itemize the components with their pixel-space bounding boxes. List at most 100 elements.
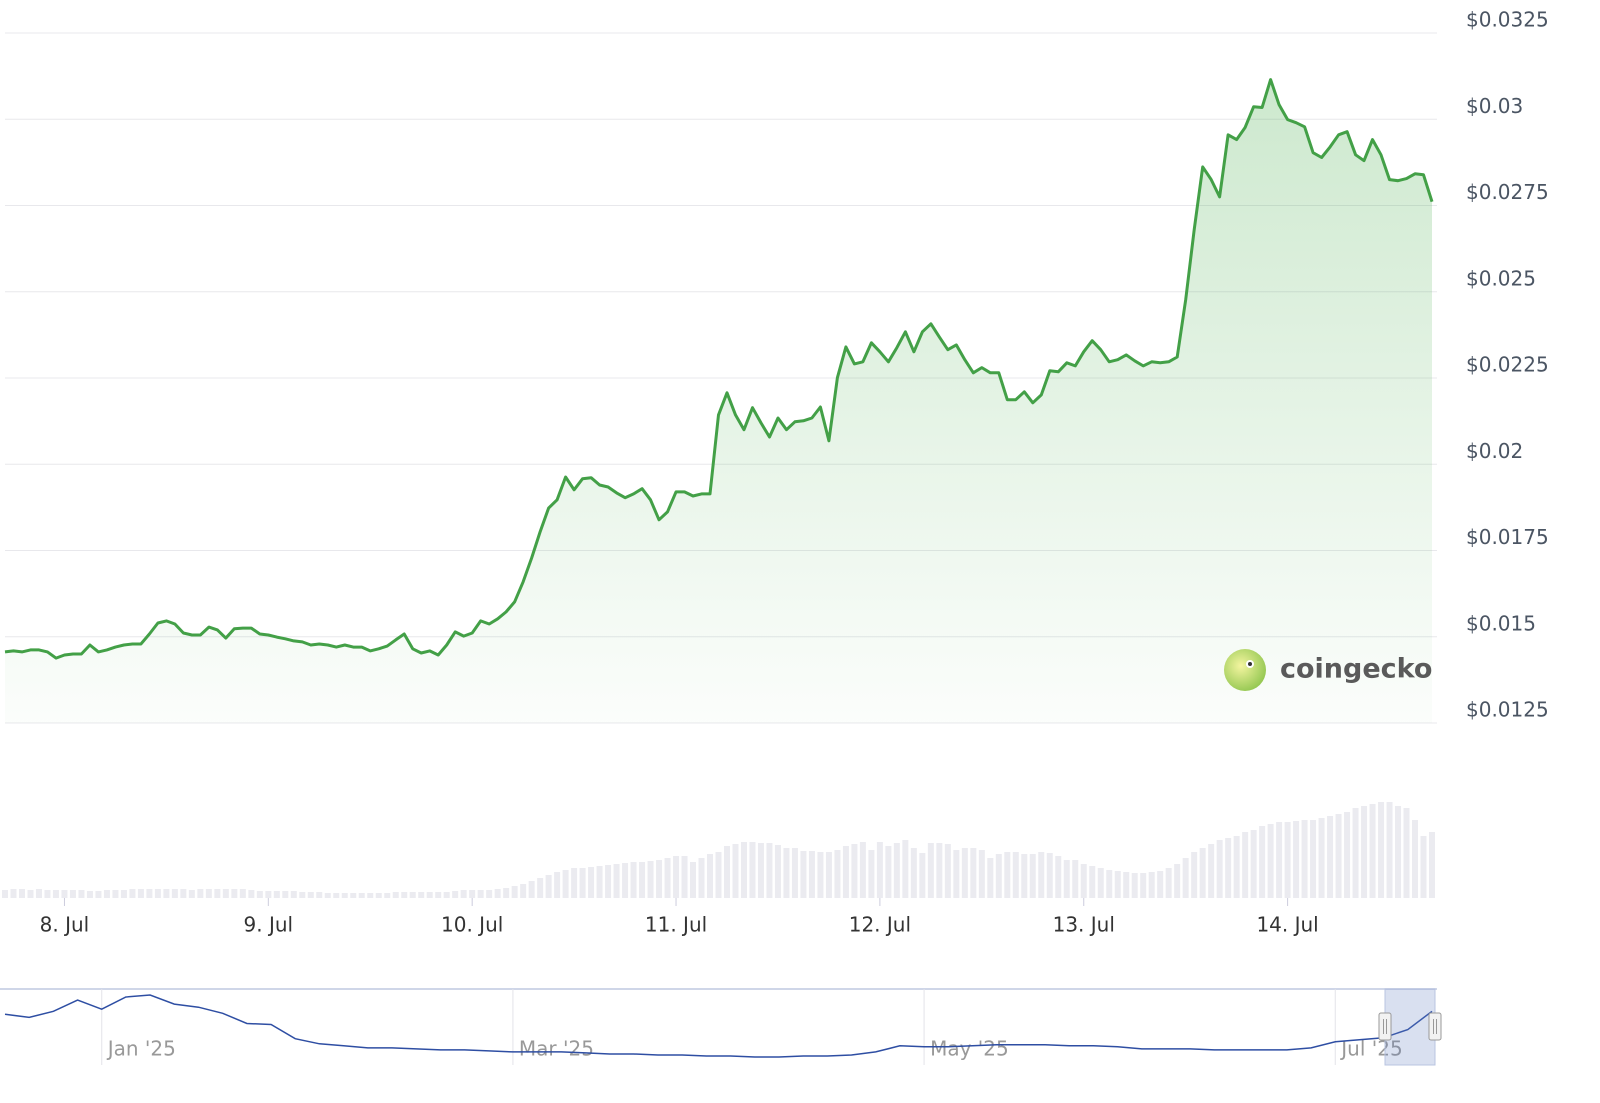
volume-bar [639, 862, 646, 898]
volume-bar [1259, 826, 1266, 898]
volume-bar [1395, 806, 1402, 898]
volume-bar [205, 889, 212, 898]
volume-bar [859, 842, 866, 898]
y-tick-label: $0.0225 [1466, 353, 1549, 377]
volume-bar [409, 892, 416, 898]
volume-bar [401, 892, 408, 898]
volume-bar [664, 858, 671, 898]
volume-bar [1080, 864, 1087, 898]
volume-bar [1378, 802, 1385, 898]
x-tick-label: 14. Jul [1256, 913, 1318, 937]
volume-bar [1046, 853, 1053, 898]
volume-bar [350, 893, 357, 898]
x-tick-label: 10. Jul [441, 913, 503, 937]
volume-bar [367, 893, 374, 898]
volume-bar [1012, 852, 1019, 898]
volume-bar [443, 892, 450, 898]
volume-bar [893, 843, 900, 898]
volume-bar [1131, 873, 1138, 898]
volume-bar [656, 860, 663, 898]
volume-bar [460, 890, 467, 898]
volume-bar [825, 852, 832, 898]
volume-bar [1361, 806, 1368, 898]
x-tick-label: 11. Jul [645, 913, 707, 937]
volume-bar [1412, 820, 1419, 898]
volume-bar [817, 852, 824, 898]
navigator-handle [1428, 1012, 1442, 1041]
volume-bar [1089, 866, 1096, 898]
volume-bar [800, 851, 807, 898]
volume-bar [120, 890, 127, 898]
volume-bar [1310, 820, 1317, 898]
volume-bar [1114, 871, 1121, 898]
volume-bar [1242, 832, 1249, 898]
volume-bar [69, 890, 76, 898]
volume-bar [1157, 871, 1164, 898]
volume-bar [749, 842, 756, 898]
logo [1224, 649, 1266, 691]
y-tick-label: $0.03 [1466, 94, 1523, 118]
volume-bar [1301, 820, 1308, 898]
volume-bar [571, 868, 578, 898]
volume-bar [936, 843, 943, 898]
volume-bar [1335, 814, 1342, 898]
volume-bar [1038, 852, 1045, 898]
volume-bar [723, 846, 730, 898]
volume-bar [1250, 830, 1257, 898]
volume-bar [885, 846, 892, 898]
volume-bar [27, 890, 34, 898]
volume-bar [698, 858, 705, 898]
volume-bar [944, 844, 951, 898]
x-tick-label: 8. Jul [40, 913, 90, 937]
volume-bar [290, 891, 297, 898]
navigator: Jan '25 Mar '25 May '25 Jul '25 [0, 988, 1442, 1066]
volume-bar [1021, 854, 1028, 898]
volume-bar [146, 889, 153, 898]
navigator-handle [1378, 1012, 1392, 1041]
volume-bar [842, 846, 849, 898]
volume-bar [537, 878, 544, 898]
volume-bar [1148, 872, 1155, 898]
volume-bar [282, 891, 289, 898]
volume-bar [1029, 854, 1036, 898]
volume-bar [112, 890, 119, 898]
volume-bar [545, 875, 552, 898]
volume-bar [834, 850, 841, 898]
volume-bar [613, 864, 620, 898]
volume-bar [1225, 838, 1232, 898]
volume-bar [426, 892, 433, 898]
volume-bar [86, 891, 93, 898]
volume-bar [851, 844, 858, 898]
x-tick-label: 13. Jul [1053, 913, 1115, 937]
watermark: coingecko [1224, 649, 1432, 691]
volume-bar [757, 843, 764, 898]
volume-bar [1004, 852, 1011, 898]
volume-bar [61, 890, 68, 898]
volume-bar [783, 848, 790, 898]
volume-bar [494, 889, 501, 898]
volume-bar [673, 856, 680, 898]
volume-bar [1072, 860, 1079, 898]
volume-bar [596, 866, 603, 898]
volume-bar [554, 872, 561, 898]
volume-bar [1369, 804, 1376, 898]
volume-bar [222, 889, 229, 898]
volume-bar [766, 843, 773, 898]
volume-bar [910, 848, 917, 898]
volume-bar [1123, 872, 1130, 898]
volume-bar [1097, 868, 1104, 898]
volume-bar [995, 854, 1002, 898]
navigator-label: Mar '25 [519, 1037, 594, 1061]
volume-bar [18, 889, 25, 898]
navigator-selection [1384, 988, 1436, 1066]
volume-bar [1386, 802, 1393, 898]
volume-bar [2, 890, 8, 898]
volume-bar [588, 867, 595, 898]
volume-bar [452, 891, 459, 898]
volume-bar [103, 890, 110, 898]
volume-bar [630, 862, 637, 898]
navigator-label: Jan '25 [106, 1037, 176, 1061]
volume-bar [35, 889, 42, 898]
volume-bar [961, 848, 968, 898]
